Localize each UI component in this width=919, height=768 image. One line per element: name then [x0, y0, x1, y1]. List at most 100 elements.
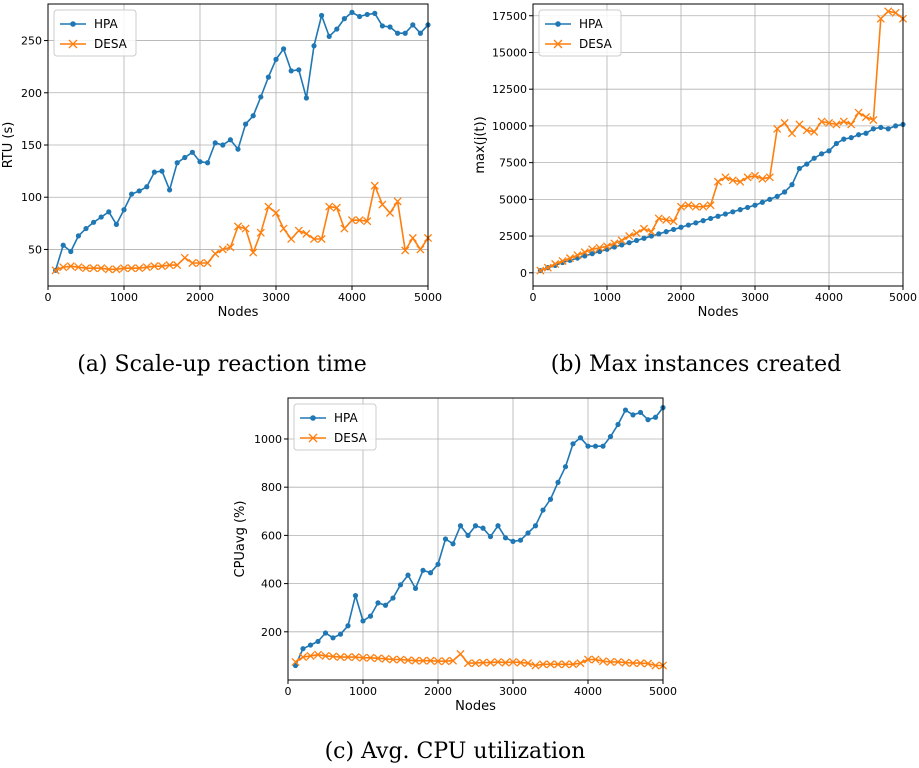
- y-tick-label: 50: [28, 243, 42, 256]
- data-point-desa: [516, 658, 525, 667]
- data-point-desa: [553, 660, 563, 669]
- data-point-desa: [142, 263, 151, 272]
- data-point-hpa: [151, 169, 157, 175]
- data-point-hpa: [197, 159, 203, 165]
- data-point-desa: [388, 655, 398, 664]
- data-point-hpa: [235, 146, 241, 152]
- data-point-hpa: [121, 207, 127, 213]
- data-point-hpa: [189, 149, 195, 155]
- data-point-desa: [249, 248, 258, 257]
- panel-c-avg-cpu-utilization: 0 1000 2000 3000 4000 5000 200 400 600 800 1000 Nod…: [233, 397, 677, 714]
- data-point-hpa: [487, 533, 494, 540]
- data-point-desa: [441, 657, 450, 666]
- data-point-desa: [736, 177, 745, 186]
- panel-a-scale-up-reaction-time: 0 1000 2000 3000 4000 5000 50 100 150 200 250 Nodes…: [1, 3, 442, 320]
- data-point-hpa: [804, 161, 810, 167]
- data-point-desa: [802, 126, 811, 135]
- data-point-desa: [839, 117, 848, 126]
- data-point-hpa: [205, 160, 211, 166]
- y-tick-label: 100: [21, 191, 42, 204]
- data-point-desa: [135, 264, 144, 273]
- data-point-desa: [370, 181, 379, 190]
- data-point-hpa: [98, 214, 104, 220]
- data-point-desa: [613, 657, 623, 666]
- data-point-desa: [456, 649, 465, 659]
- data-point-desa: [647, 227, 656, 236]
- data-point-desa: [313, 650, 323, 659]
- data-point-hpa: [60, 242, 66, 248]
- data-point-hpa: [663, 229, 669, 235]
- data-point-hpa: [626, 240, 632, 246]
- data-point-desa: [721, 173, 730, 182]
- data-point-hpa: [611, 244, 618, 250]
- x-tick-label: 3000: [741, 291, 769, 304]
- data-point-desa: [810, 127, 819, 136]
- data-point-desa: [328, 652, 338, 661]
- data-point-hpa: [826, 148, 832, 154]
- data-point-hpa: [525, 530, 531, 536]
- data-point-hpa: [607, 433, 614, 440]
- data-point-desa: [340, 224, 349, 233]
- y-axis-label: RTU (s): [1, 122, 16, 169]
- data-point-hpa: [678, 224, 684, 230]
- data-point-hpa: [759, 199, 766, 205]
- y-tick-label: 800: [261, 481, 282, 494]
- y-tick-label: 5000: [499, 193, 527, 206]
- data-point-desa: [884, 7, 893, 16]
- data-point-hpa: [645, 417, 651, 423]
- data-point-hpa: [410, 22, 416, 28]
- y-tick-label: 2500: [499, 230, 527, 243]
- data-point-desa: [861, 113, 871, 122]
- data-point-hpa: [182, 154, 188, 161]
- data-point-hpa: [83, 225, 89, 232]
- legend-marker-hpa: [70, 21, 76, 27]
- data-point-hpa: [258, 94, 264, 100]
- data-point-desa: [606, 657, 615, 666]
- data-point-desa: [486, 658, 495, 667]
- data-point-desa: [321, 651, 330, 660]
- data-point-desa: [150, 262, 159, 271]
- data-point-desa: [381, 654, 390, 663]
- data-point-desa: [824, 118, 834, 128]
- data-point-hpa: [870, 126, 877, 132]
- data-point-desa: [636, 659, 645, 668]
- data-point-desa: [471, 659, 480, 668]
- data-point-desa: [188, 258, 197, 268]
- data-point-hpa: [250, 113, 256, 119]
- legend-label-hpa: HPA: [334, 411, 358, 425]
- data-point-hpa: [577, 435, 584, 441]
- data-point-hpa: [833, 140, 840, 147]
- data-point-desa: [127, 264, 136, 273]
- data-point-hpa: [319, 12, 325, 19]
- data-point-hpa: [570, 441, 576, 447]
- data-point-desa: [332, 203, 341, 212]
- data-point-desa: [385, 208, 395, 217]
- data-point-hpa: [349, 9, 355, 15]
- data-point-hpa: [634, 237, 640, 244]
- data-point-hpa: [811, 155, 817, 161]
- data-point-desa: [728, 176, 737, 185]
- data-point-hpa: [292, 662, 299, 669]
- data-point-desa: [218, 245, 227, 254]
- data-point-desa: [817, 117, 826, 126]
- data-point-desa: [651, 661, 660, 670]
- x-tick-label: 2000: [186, 291, 214, 304]
- data-point-hpa: [885, 126, 891, 132]
- data-point-desa: [573, 251, 582, 260]
- x-tick-label: 2000: [667, 291, 695, 304]
- data-point-hpa: [303, 95, 309, 101]
- data-point-hpa: [435, 561, 441, 567]
- data-point-hpa: [420, 567, 426, 573]
- data-point-desa: [743, 173, 752, 182]
- data-point-desa: [621, 658, 630, 667]
- data-point-desa: [891, 8, 900, 17]
- data-point-hpa: [848, 135, 854, 141]
- x-tick-label: 4000: [338, 291, 366, 304]
- x-tick-label: 0: [530, 291, 537, 304]
- x-tick-label: 5000: [649, 685, 677, 698]
- data-point-desa: [347, 216, 357, 225]
- data-point-desa: [531, 661, 540, 670]
- data-point-hpa: [300, 646, 306, 652]
- data-point-hpa: [693, 220, 699, 226]
- data-point-hpa: [288, 68, 294, 74]
